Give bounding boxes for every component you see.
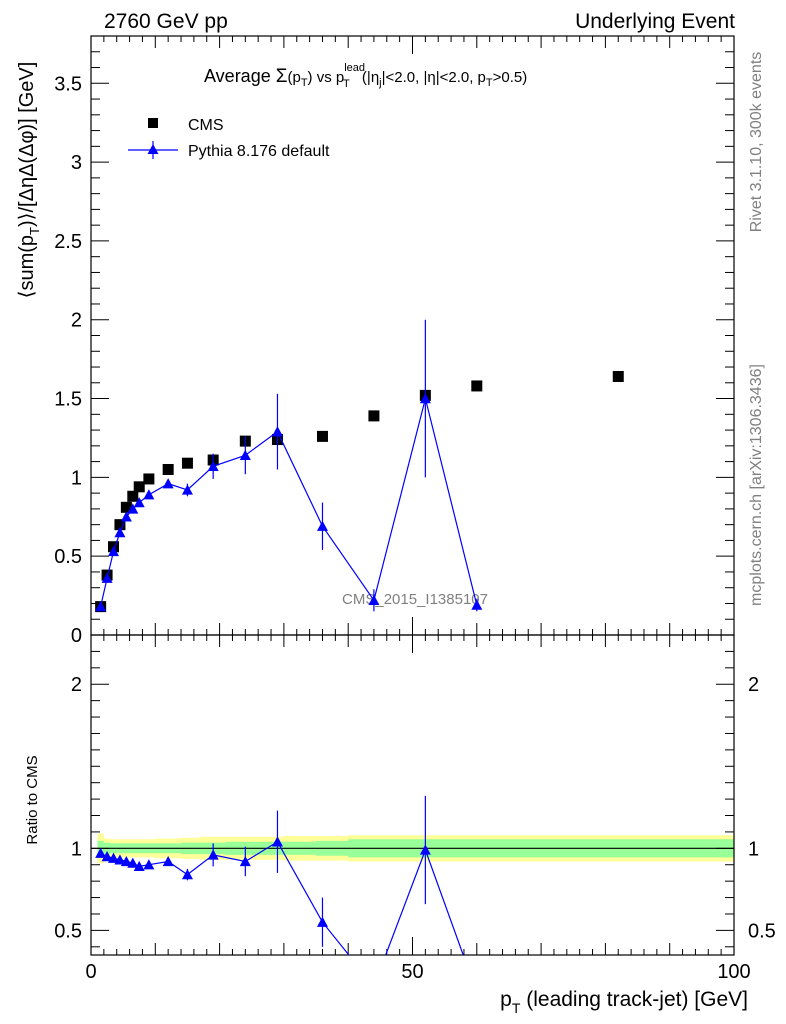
ratio-ytick-label-left: 0.5	[54, 920, 82, 942]
bottom-ylabel: Ratio to CMS	[24, 755, 41, 844]
cms-point	[368, 410, 380, 422]
ratio-pythia-point	[101, 851, 113, 862]
top-ylabel: ⟨sum(pT)⟩/[ΔηΔ(Δφ)] [GeV]	[16, 62, 42, 299]
cms-point	[471, 380, 483, 392]
ratio-pythia-point	[207, 849, 219, 860]
pythia-point	[101, 572, 113, 583]
top-ytick-label: 3	[71, 152, 82, 174]
xlabel: pT (leading track-jet) [GeV]	[500, 988, 748, 1016]
header-right: Underlying Event	[575, 10, 735, 33]
pythia-point	[133, 497, 145, 508]
pythia-point	[239, 449, 251, 460]
pythia-point	[108, 545, 120, 557]
pythia-point	[181, 484, 193, 495]
ratio-plot: 0 50 100 0.5 0.5 1 1 2 2	[54, 634, 776, 997]
side-label-bottom: mcplots.cern.ch [arXiv:1306.3436]	[748, 364, 765, 606]
side-label-top: Rivet 3.1.10, 300k events	[748, 52, 765, 233]
top-ytick-label: 0	[71, 625, 82, 647]
pythia-point	[316, 520, 328, 531]
top-ytick-label: 1	[71, 467, 82, 489]
ratio-ytick-label-right: 2	[748, 674, 759, 696]
ratio-pythia-point	[133, 860, 145, 872]
xtick-label: 0	[85, 961, 96, 983]
ratio-ytick-label-left: 1	[71, 838, 82, 860]
pythia-line	[100, 398, 478, 607]
pythia-point	[127, 503, 139, 514]
ratio-plot-data	[95, 795, 482, 997]
ratio-pythia-point	[471, 987, 482, 997]
main-plot: 0 0.5 1 1.5 2 2.5 3 3.5	[54, 35, 735, 647]
ratio-pythia-point	[368, 981, 379, 991]
ratio-pythia-point	[143, 859, 155, 870]
top-ytick-label: 0.5	[54, 546, 82, 568]
top-ytick-label: 1.5	[54, 389, 82, 411]
main-plot-data	[95, 319, 624, 613]
ratio-ytick-label-right: 1	[748, 838, 759, 860]
cms-point	[127, 490, 139, 502]
legend: CMS Pythia 8.176 default	[128, 117, 330, 160]
cms-point	[316, 430, 328, 442]
pythia-point	[368, 594, 380, 605]
ratio-pythia-point	[316, 916, 328, 927]
pythia-point	[271, 426, 283, 437]
pythia-point	[207, 460, 219, 472]
pythia-point	[114, 527, 126, 538]
ratio-pythia-point	[114, 854, 126, 865]
ratio-pythia-point	[120, 855, 132, 867]
top-ytick-label: 2	[71, 310, 82, 332]
pythia-point	[471, 599, 483, 610]
top-ytick-label: 3.5	[54, 73, 82, 95]
cms-point	[120, 501, 132, 513]
xtick-label: 100	[717, 961, 750, 983]
ratio-pythia-point	[239, 855, 251, 867]
top-ytick-label: 2.5	[54, 231, 82, 253]
cms-point	[162, 463, 174, 475]
pythia-point	[95, 601, 107, 612]
ratio-pythia-point	[95, 847, 107, 858]
ratio-pythia-point	[162, 855, 174, 867]
cms-point	[143, 473, 155, 485]
ratio-plot-frame	[90, 634, 735, 956]
pythia-point	[419, 393, 431, 404]
xtick-label: 50	[401, 961, 423, 983]
ratio-pythia-point	[108, 852, 120, 863]
ratio-pythia-point	[419, 844, 431, 855]
ratio-ytick-label-left: 2	[71, 674, 82, 696]
plot-title: Average Σ(pT) vs plead T (|ηj|<2.0, |η|<2…	[204, 62, 527, 90]
ratio-pythia-point	[181, 869, 193, 880]
ratio-pythia-point	[271, 836, 283, 847]
cms-point	[612, 370, 624, 382]
header-left: 2760 GeV pp	[104, 10, 228, 33]
ratio-ytick-label-right: 0.5	[748, 920, 776, 942]
cms-point	[181, 457, 193, 469]
legend-pythia-label: Pythia 8.176 default	[188, 143, 330, 160]
pythia-point	[143, 489, 155, 500]
legend-pythia-marker	[147, 144, 159, 154]
pythia-point	[162, 478, 174, 489]
watermark: CMS_2015_I1385107	[342, 591, 488, 608]
cms-point	[114, 519, 126, 531]
cms-point	[133, 481, 145, 493]
ratio-pythia-point	[127, 857, 139, 868]
pythia-point	[120, 511, 132, 522]
legend-cms-label: CMS	[188, 117, 224, 134]
legend-cms-marker	[148, 118, 158, 128]
